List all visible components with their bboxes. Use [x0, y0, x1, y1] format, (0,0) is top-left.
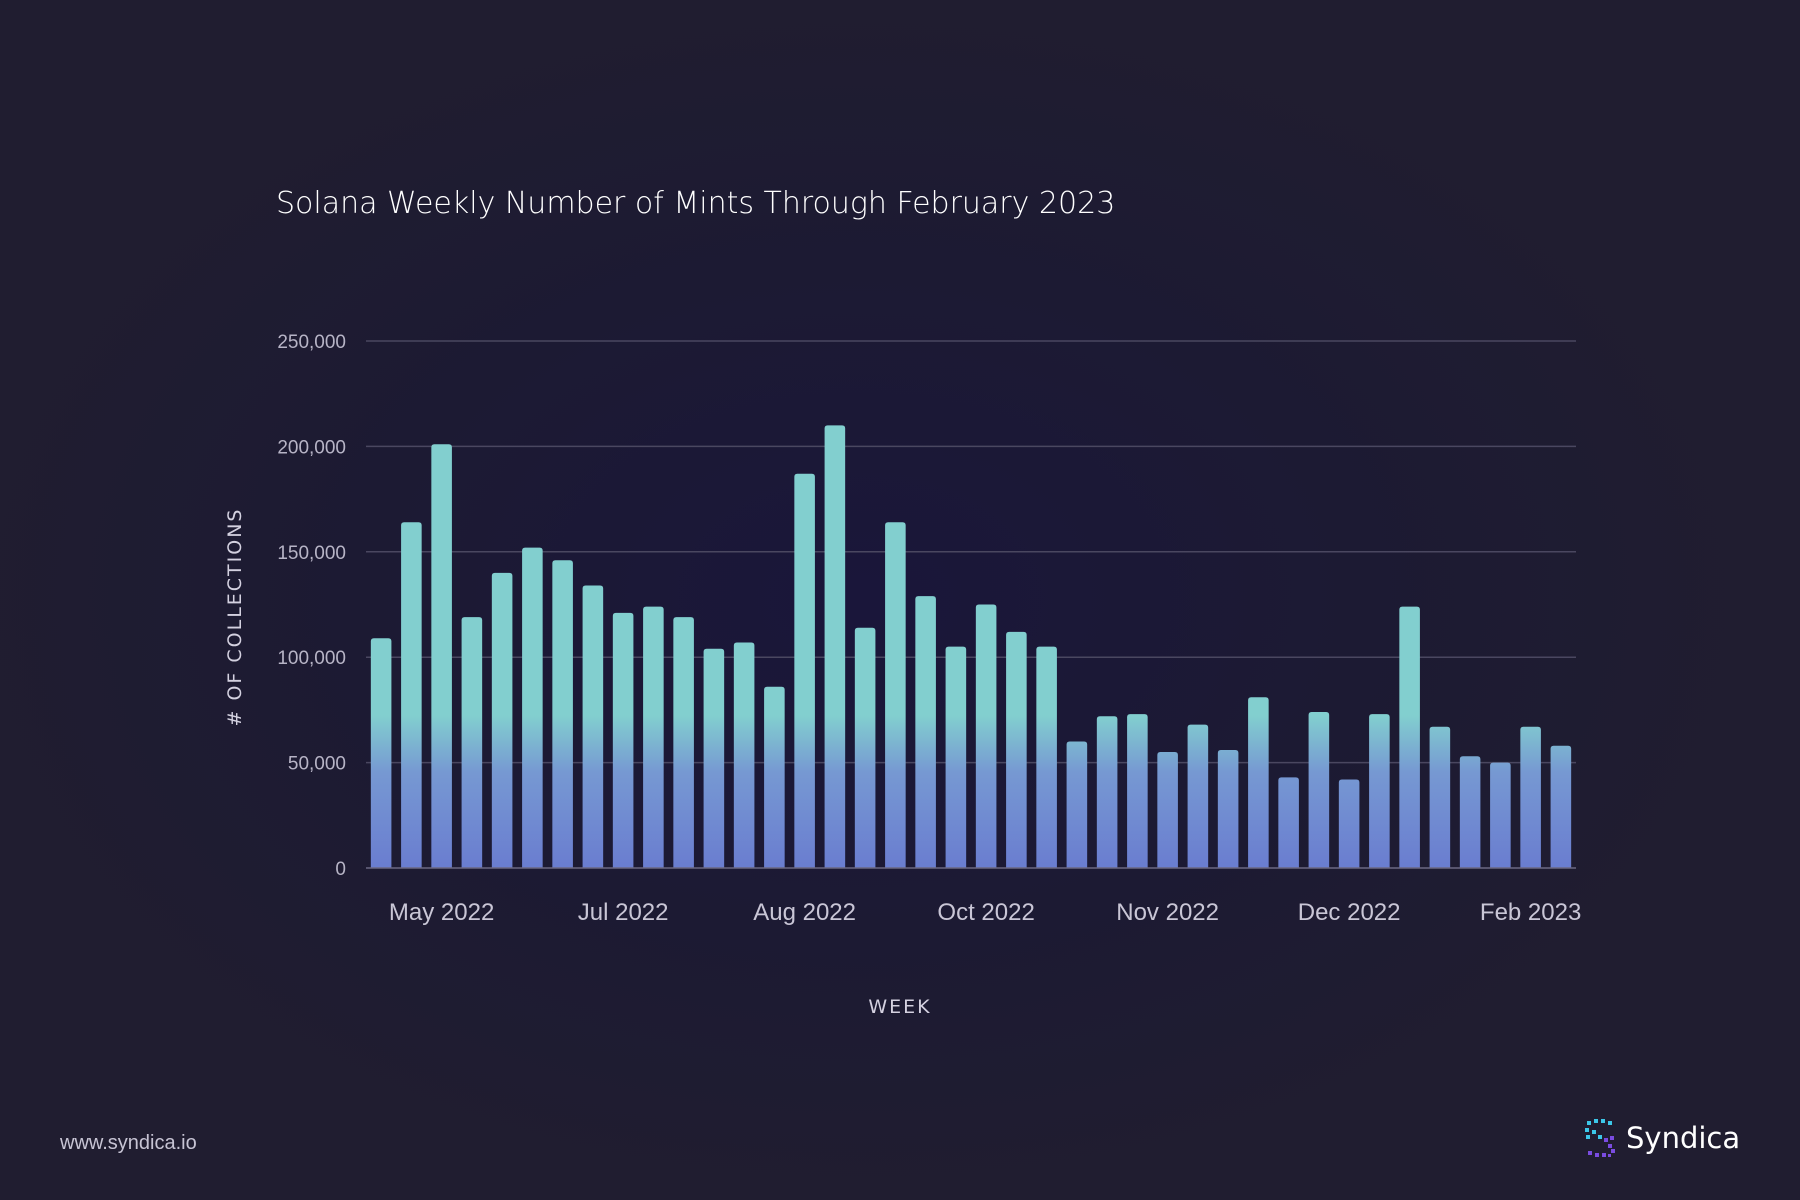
x-tick-label: Oct 2022	[937, 899, 1034, 926]
bar	[431, 444, 452, 868]
bar	[1550, 745, 1572, 868]
bar	[1248, 697, 1269, 868]
bar	[1459, 756, 1481, 868]
bar	[945, 646, 967, 868]
bar	[1217, 749, 1239, 868]
bar	[643, 606, 664, 868]
bar	[764, 686, 785, 868]
x-tick-label: Jul 2022	[578, 899, 669, 926]
y-axis-ticks: 0 50,000 100,000 150,000 200,000 250,000	[277, 332, 346, 880]
y-tick-label: 100,000	[277, 648, 346, 669]
bar	[854, 627, 876, 868]
bar	[1429, 726, 1451, 868]
bar	[552, 560, 573, 868]
x-axis-label: WEEK	[868, 996, 931, 1018]
x-tick-label: Dec 2022	[1298, 899, 1401, 926]
syndica-logo-icon	[1585, 1119, 1615, 1157]
bar	[1490, 762, 1511, 868]
bar	[975, 604, 997, 868]
footer-url[interactable]: www.syndica.io	[60, 1132, 197, 1154]
bar	[491, 572, 513, 868]
bar	[885, 522, 906, 868]
x-tick-label: May 2022	[389, 899, 494, 926]
bar	[1369, 714, 1390, 868]
gridlines	[366, 340, 1576, 764]
bar	[703, 648, 725, 868]
bar	[673, 617, 694, 868]
bar	[915, 596, 936, 868]
bar	[1127, 714, 1148, 868]
bar	[401, 522, 422, 868]
bar	[582, 585, 604, 868]
bar	[1338, 779, 1360, 868]
bar	[1399, 606, 1420, 868]
brand-name: Syndica	[1626, 1121, 1741, 1155]
bars	[370, 425, 1572, 868]
bar	[1187, 724, 1209, 868]
bar	[1157, 752, 1178, 868]
bar	[1308, 712, 1330, 868]
x-tick-label: Aug 2022	[753, 899, 856, 926]
y-tick-label: 0	[335, 859, 346, 880]
brand-logo: Syndica	[1584, 1118, 1740, 1158]
y-tick-label: 250,000	[277, 332, 346, 353]
x-axis-ticks: May 2022 Jul 2022 Aug 2022 Oct 2022 Nov 2022…	[389, 899, 1581, 926]
bar	[370, 638, 392, 868]
bar	[522, 547, 543, 868]
bar	[461, 617, 483, 868]
bar	[612, 612, 634, 868]
bar	[1278, 777, 1299, 868]
bar	[794, 473, 815, 868]
bar	[824, 425, 846, 868]
y-tick-label: 200,000	[277, 437, 346, 458]
chart-title: Solana Weekly Number of Mints Through Fe…	[276, 186, 1115, 221]
bar	[1096, 716, 1118, 868]
bar	[733, 642, 755, 868]
x-tick-label: Nov 2022	[1116, 899, 1219, 926]
x-tick-label: Feb 2023	[1480, 899, 1581, 926]
y-tick-label: 150,000	[277, 543, 346, 564]
y-axis-label: # OF COLLECTIONS	[224, 508, 246, 727]
bar	[1036, 646, 1057, 868]
bar	[1520, 726, 1541, 868]
bar	[1006, 631, 1027, 868]
y-tick-label: 50,000	[288, 754, 346, 775]
bar	[1066, 741, 1088, 868]
